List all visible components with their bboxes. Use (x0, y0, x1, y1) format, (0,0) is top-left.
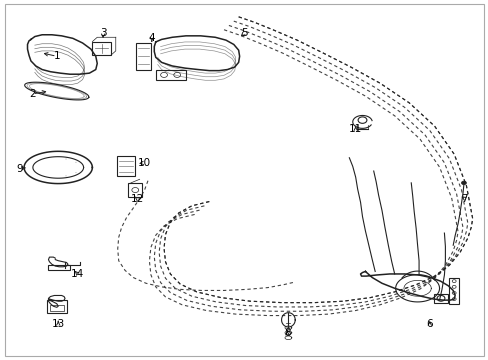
Bar (47, 300, 67, 314)
Bar (92, 41, 111, 55)
Bar (136, 42, 151, 69)
Text: 5: 5 (241, 28, 247, 38)
Text: 12: 12 (130, 194, 143, 204)
Text: 14: 14 (71, 269, 84, 279)
Text: 1: 1 (53, 51, 60, 61)
Text: 4: 4 (148, 33, 155, 43)
Text: 3: 3 (100, 28, 106, 38)
Bar (448, 278, 458, 304)
Bar (50, 305, 64, 311)
Bar (117, 156, 135, 176)
Bar (433, 294, 447, 303)
Bar (128, 183, 142, 197)
Text: 2: 2 (29, 89, 36, 99)
Bar (156, 69, 185, 80)
Text: 13: 13 (52, 319, 65, 329)
Text: 10: 10 (138, 158, 151, 168)
Bar (48, 265, 70, 270)
Text: 9: 9 (16, 163, 22, 174)
Text: 6: 6 (426, 319, 432, 329)
Text: 11: 11 (348, 124, 362, 134)
Text: 8: 8 (284, 328, 290, 338)
Text: 7: 7 (461, 194, 467, 204)
Circle shape (461, 181, 466, 185)
